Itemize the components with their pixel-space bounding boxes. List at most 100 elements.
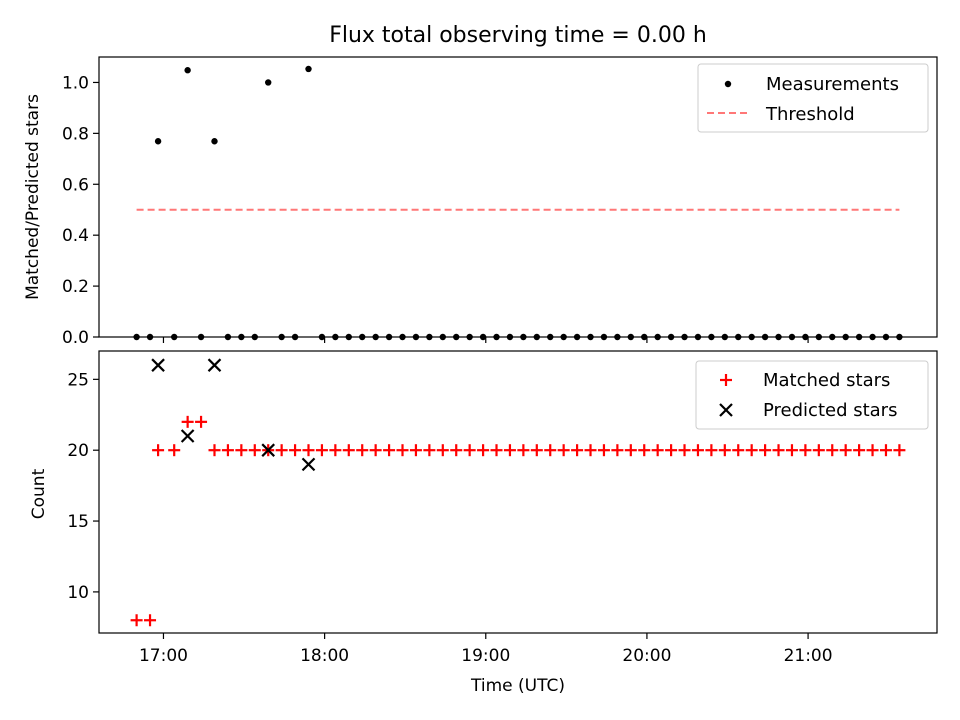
data-point xyxy=(318,333,326,341)
data-point xyxy=(477,444,490,457)
data-point xyxy=(305,65,312,73)
data-point xyxy=(463,444,476,457)
data-point xyxy=(301,457,316,472)
x-tick-label: 17:00 xyxy=(139,646,188,666)
y-tick-label: 25 xyxy=(67,370,89,390)
y-tick-label: 15 xyxy=(67,512,89,532)
top-y-axis-label: Matched/Predicted stars xyxy=(23,94,43,300)
data-point xyxy=(745,444,758,457)
data-point xyxy=(641,333,648,341)
data-point xyxy=(772,444,785,457)
data-point xyxy=(493,333,500,341)
data-point xyxy=(627,333,635,341)
data-point xyxy=(694,333,702,341)
data-point xyxy=(732,444,745,457)
top-legend: Measurements Threshold xyxy=(697,63,929,133)
x-tick-label: 19:00 xyxy=(461,646,510,666)
data-point xyxy=(839,444,852,457)
data-point xyxy=(815,333,823,341)
data-point xyxy=(291,333,299,341)
legend-marker-matched-stars xyxy=(720,374,732,386)
data-point xyxy=(866,444,879,457)
data-point xyxy=(180,429,195,443)
data-point xyxy=(248,444,261,457)
data-point xyxy=(517,444,530,457)
legend-dot xyxy=(724,80,732,88)
data-point xyxy=(278,333,285,341)
series-matched-stars xyxy=(130,415,906,627)
data-point xyxy=(842,333,849,341)
data-point xyxy=(383,444,396,457)
data-point xyxy=(479,333,487,341)
data-point xyxy=(342,444,355,457)
legend-x xyxy=(719,403,733,417)
x-axis-label: Time (UTC) xyxy=(470,676,565,696)
data-point xyxy=(171,333,178,341)
data-point xyxy=(208,444,221,457)
data-point xyxy=(829,333,836,341)
bottom-y-axis-label: Count xyxy=(29,468,49,519)
data-point xyxy=(490,444,503,457)
y-tick-label: 1.0 xyxy=(62,73,89,93)
data-point xyxy=(265,79,272,86)
data-point xyxy=(853,444,866,457)
data-point xyxy=(678,444,691,457)
data-point xyxy=(221,444,234,457)
data-point xyxy=(466,333,473,341)
data-point xyxy=(721,333,729,341)
data-point xyxy=(802,333,809,341)
data-point xyxy=(611,444,624,457)
data-point xyxy=(146,333,154,341)
data-point xyxy=(855,333,863,341)
data-point xyxy=(261,443,275,457)
legend-label-matched-stars: Matched stars xyxy=(763,370,890,391)
bottom-legend-box xyxy=(695,360,929,430)
data-point xyxy=(130,614,143,627)
y-tick-label: 0.6 xyxy=(62,175,89,195)
bottom-panel: Count Time (UTC) 10 15 20 25 17:00 18:00 19:0… xyxy=(29,350,938,696)
data-point xyxy=(154,138,162,145)
legend-marker-measurements xyxy=(724,80,732,88)
series-predicted-stars xyxy=(151,358,316,472)
data-point xyxy=(152,444,165,457)
data-point xyxy=(708,333,715,341)
data-point xyxy=(385,333,393,341)
bottom-x-ticks: 17:00 18:00 19:00 20:00 21:00 xyxy=(139,633,833,666)
bottom-legend: Matched stars Predicted stars xyxy=(695,360,929,430)
top-y-ticks: 0.0 0.2 0.4 0.6 0.8 1.0 xyxy=(62,73,99,348)
data-point xyxy=(882,333,890,341)
data-point xyxy=(665,444,678,457)
data-point xyxy=(399,333,406,341)
data-point xyxy=(785,444,798,457)
y-tick-label: 20 xyxy=(67,441,89,461)
data-point xyxy=(826,444,839,457)
data-point xyxy=(359,333,366,341)
data-point xyxy=(332,333,339,341)
data-point xyxy=(302,444,315,457)
data-point xyxy=(573,333,581,341)
data-point xyxy=(614,333,621,341)
data-point xyxy=(412,333,420,341)
data-point xyxy=(788,333,796,341)
top-plot-frame xyxy=(98,56,938,338)
data-point xyxy=(372,333,379,341)
data-point xyxy=(812,444,825,457)
data-point xyxy=(718,444,731,457)
data-point xyxy=(356,444,369,457)
data-point xyxy=(624,444,637,457)
data-point xyxy=(289,444,302,457)
data-point xyxy=(799,444,812,457)
data-point xyxy=(530,444,543,457)
data-point xyxy=(544,444,557,457)
data-point xyxy=(651,444,664,457)
y-tick-label: 10 xyxy=(67,583,89,603)
data-point xyxy=(251,333,258,341)
data-point xyxy=(600,333,608,341)
data-point xyxy=(197,333,205,341)
bottom-y-ticks: 10 15 20 25 xyxy=(67,370,99,603)
data-point xyxy=(533,333,541,341)
x-tick-label: 21:00 xyxy=(784,646,833,666)
data-point xyxy=(691,444,704,457)
y-tick-label: 0.2 xyxy=(62,277,89,297)
data-point xyxy=(423,444,436,457)
